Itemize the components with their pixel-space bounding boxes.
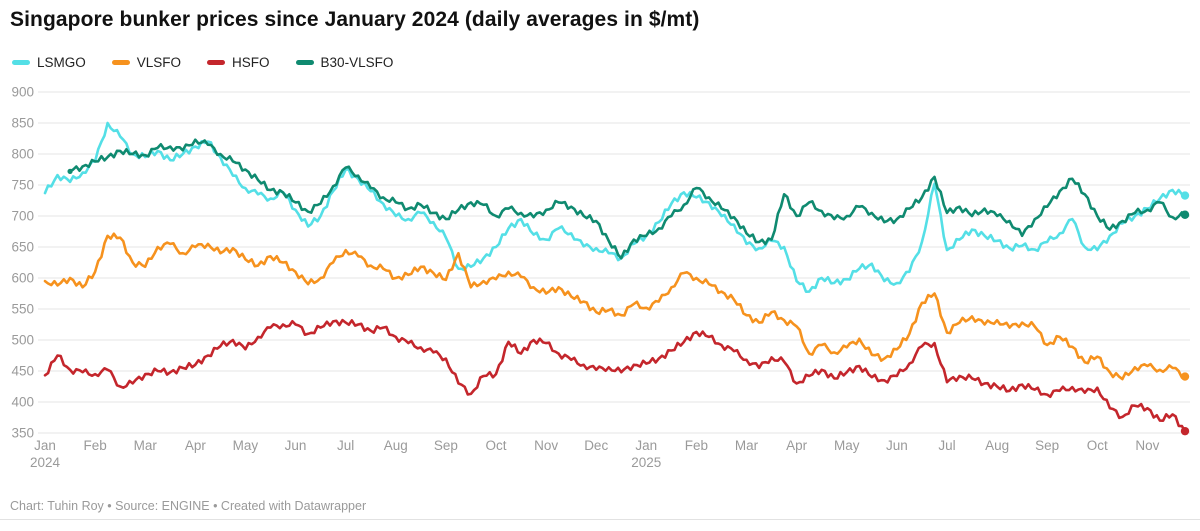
series-end-dot-hsfo xyxy=(1180,426,1190,436)
svg-text:Jun: Jun xyxy=(285,438,307,453)
legend-swatch-icon xyxy=(12,60,30,65)
series-end-dot-lsmgo xyxy=(1180,191,1190,200)
svg-text:Feb: Feb xyxy=(83,438,106,453)
svg-text:900: 900 xyxy=(11,85,34,100)
legend-swatch-icon xyxy=(207,60,226,65)
series-line-lsmgo xyxy=(43,121,1187,293)
svg-text:Aug: Aug xyxy=(384,438,408,453)
svg-text:May: May xyxy=(834,438,860,453)
svg-text:Mar: Mar xyxy=(735,438,759,453)
legend-label: HSFO xyxy=(232,55,270,70)
svg-text:Aug: Aug xyxy=(985,438,1009,453)
bottom-divider xyxy=(0,519,1200,520)
series-end-dot-b30-vlsfo xyxy=(1180,210,1190,219)
svg-text:350: 350 xyxy=(11,426,34,441)
series-start-dot-b30-vlsfo xyxy=(67,168,73,174)
chart-legend: LSMGO VLSFO HSFO B30-VLSFO xyxy=(12,55,393,70)
series-lines xyxy=(43,121,1190,436)
svg-text:2024: 2024 xyxy=(30,455,61,470)
svg-text:Oct: Oct xyxy=(1087,438,1108,453)
svg-text:650: 650 xyxy=(11,240,34,255)
legend-swatch-icon xyxy=(295,60,314,65)
legend-item-b30-vlsfo: B30-VLSFO xyxy=(295,55,394,70)
svg-text:Jul: Jul xyxy=(938,438,955,453)
legend-label: B30-VLSFO xyxy=(320,55,394,70)
svg-text:550: 550 xyxy=(11,302,34,317)
gridlines xyxy=(38,91,1190,434)
y-axis-labels: 900 850 800 750 700 650 600 550 500 450 400 350 xyxy=(11,85,34,441)
legend-item-vlsfo: VLSFO xyxy=(111,55,182,70)
svg-text:Jan: Jan xyxy=(635,438,657,453)
svg-text:Jul: Jul xyxy=(337,438,354,453)
svg-text:500: 500 xyxy=(11,333,34,348)
series-line-vlsfo xyxy=(43,232,1187,381)
svg-text:Nov: Nov xyxy=(534,438,558,453)
svg-text:Jun: Jun xyxy=(886,438,908,453)
chart-title: Singapore bunker prices since January 20… xyxy=(10,8,700,31)
svg-text:Mar: Mar xyxy=(134,438,158,453)
svg-text:850: 850 xyxy=(11,116,34,131)
legend-item-lsmgo: LSMGO xyxy=(12,55,86,70)
svg-text:600: 600 xyxy=(11,271,34,286)
svg-text:Oct: Oct xyxy=(485,438,506,453)
svg-text:Sep: Sep xyxy=(1035,438,1059,453)
svg-text:2025: 2025 xyxy=(631,455,661,470)
series-end-dot-vlsfo xyxy=(1180,372,1190,381)
svg-text:Sep: Sep xyxy=(434,438,458,453)
svg-text:Nov: Nov xyxy=(1135,438,1159,453)
svg-text:May: May xyxy=(233,438,259,453)
svg-text:Dec: Dec xyxy=(584,438,608,453)
chart-footer-attribution: Chart: Tuhin Roy • Source: ENGINE • Crea… xyxy=(10,499,367,513)
series-line-hsfo xyxy=(43,318,1187,433)
svg-text:Apr: Apr xyxy=(786,438,808,453)
svg-text:800: 800 xyxy=(11,147,34,162)
legend-swatch-icon xyxy=(111,60,130,65)
legend-item-hsfo: HSFO xyxy=(207,55,270,70)
svg-text:700: 700 xyxy=(11,209,34,224)
svg-text:Feb: Feb xyxy=(685,438,708,453)
svg-text:750: 750 xyxy=(11,178,34,193)
svg-text:450: 450 xyxy=(11,364,34,379)
svg-text:Jan: Jan xyxy=(34,438,56,453)
legend-label: LSMGO xyxy=(37,55,86,70)
svg-text:400: 400 xyxy=(11,395,34,410)
series-line-b30-vlsfo xyxy=(68,138,1187,260)
svg-text:Apr: Apr xyxy=(185,438,207,453)
legend-label: VLSFO xyxy=(136,55,182,70)
x-axis-labels: Jan 2024 Feb Mar Apr May Jun Jul Aug Sep Oct Nov Dec… xyxy=(30,438,1160,470)
